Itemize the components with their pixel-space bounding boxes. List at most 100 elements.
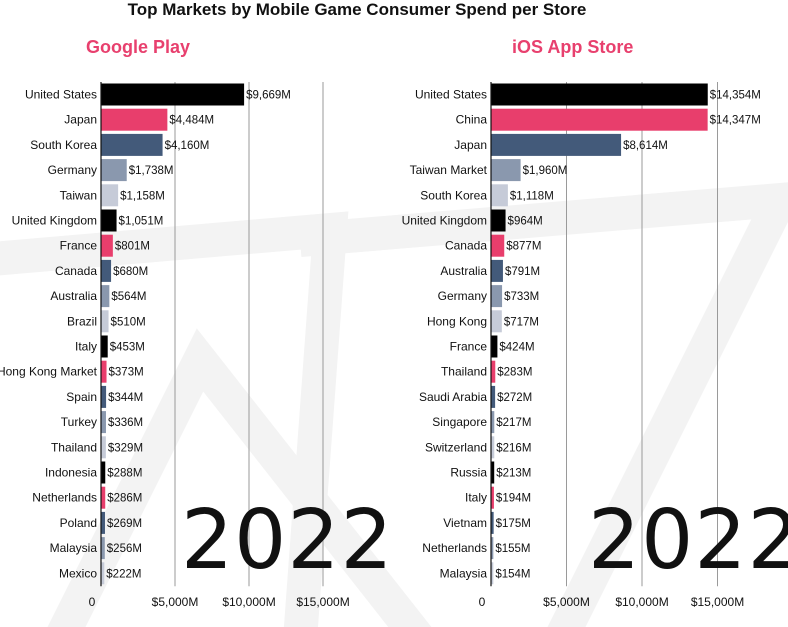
gp-value-label: $222M xyxy=(106,568,141,580)
ios-value-label: $155M xyxy=(495,543,530,555)
main-title: Top Markets by Mobile Game Consumer Spen… xyxy=(127,0,587,19)
gp-bar xyxy=(101,133,163,156)
ios-bar xyxy=(491,436,495,459)
ios-value-label: $217M xyxy=(496,417,531,429)
gp-value-label: $4,484M xyxy=(169,115,214,127)
ios-bar xyxy=(491,461,495,484)
ios-bar xyxy=(491,385,496,408)
gp-value-label: $1,051M xyxy=(119,216,164,228)
ios-category-label: United Kingdom xyxy=(402,214,487,228)
ios-bar xyxy=(491,511,494,534)
gp-category-label: Italy xyxy=(75,340,97,354)
gp-value-label: $564M xyxy=(111,291,146,303)
gp-category-label: Thailand xyxy=(51,440,97,454)
gp-bar xyxy=(101,310,109,333)
ios-x-tick-label: $5,000M xyxy=(543,595,590,609)
gp-bar xyxy=(101,486,106,509)
ios-bar xyxy=(491,537,494,560)
gp-category-label: United States xyxy=(25,88,97,102)
gp-bar xyxy=(101,259,112,282)
gp-category-label: Germany xyxy=(48,163,97,177)
ios-year-label: 2022 xyxy=(588,493,788,588)
ios-bar xyxy=(491,360,496,383)
gp-category-label: Taiwan xyxy=(60,188,97,202)
gp-bar xyxy=(101,436,106,459)
ios-bar xyxy=(491,411,495,434)
gp-category-label: Canada xyxy=(55,264,97,278)
gp-value-label: $4,160M xyxy=(165,140,210,152)
gp-category-label: Hong Kong Market xyxy=(0,365,98,379)
gp-bar xyxy=(101,184,119,207)
ios-bar xyxy=(491,133,622,156)
gp-category-label: Poland xyxy=(60,516,97,530)
ios-category-label: France xyxy=(450,340,488,354)
ios-category-label: Switzerland xyxy=(425,440,487,454)
ios-category-label: Germany xyxy=(438,289,487,303)
gp-value-label: $256M xyxy=(107,543,142,555)
ios-value-label: $213M xyxy=(496,468,531,480)
ios-category-label: Italy xyxy=(465,491,487,505)
gp-bar xyxy=(101,159,127,182)
ios-category-label: Canada xyxy=(445,239,487,253)
ios-value-label: $8,614M xyxy=(623,140,668,152)
ios-bar xyxy=(491,310,502,333)
ios-value-label: $175M xyxy=(496,518,531,530)
gp-value-label: $336M xyxy=(108,417,143,429)
ios-category-label: Singapore xyxy=(432,415,487,429)
ios-bar xyxy=(491,184,508,207)
gp-bar xyxy=(101,285,110,308)
ios-category-label: Russia xyxy=(450,466,487,480)
ios-value-label: $877M xyxy=(506,241,541,253)
ios-bar xyxy=(491,285,503,308)
gp-category-label: South Korea xyxy=(30,138,97,152)
ios-bar xyxy=(491,562,494,585)
gp-category-label: Japan xyxy=(64,113,97,127)
gp-category-label: Brazil xyxy=(67,314,97,328)
ios-x-tick-label: $10,000M xyxy=(615,595,668,609)
gp-bar xyxy=(101,537,105,560)
gp-category-label: Netherlands xyxy=(32,491,97,505)
gp-category-label: United Kingdom xyxy=(12,214,97,228)
gp-category-label: Indonesia xyxy=(45,466,97,480)
gp-bar xyxy=(101,234,113,257)
gp-bar xyxy=(101,411,106,434)
gp-category-label: Turkey xyxy=(61,415,97,429)
gp-bar xyxy=(101,360,107,383)
gp-value-label: $1,158M xyxy=(120,190,165,202)
gp-bar xyxy=(101,83,245,106)
ios-bar xyxy=(491,83,708,106)
ios-value-label: $1,960M xyxy=(523,165,568,177)
ios-bar xyxy=(491,209,506,232)
ios-x-tick-label: $15,000M xyxy=(691,595,744,609)
gp-value-label: $801M xyxy=(115,241,150,253)
ios-value-label: $964M xyxy=(508,216,543,228)
gp-x-tick-label: $10,000M xyxy=(222,595,275,609)
gp-bar xyxy=(101,461,106,484)
gp-value-label: $9,669M xyxy=(246,90,291,102)
gp-value-label: $288M xyxy=(107,468,142,480)
gp-value-label: $510M xyxy=(111,316,146,328)
gp-category-label: Australia xyxy=(50,289,97,303)
gp-value-label: $1,738M xyxy=(129,165,174,177)
ios-category-label: China xyxy=(456,113,488,127)
ios-category-label: Japan xyxy=(454,138,487,152)
ios-value-label: $424M xyxy=(499,342,534,354)
gp-x-tick-label: $5,000M xyxy=(152,595,199,609)
ios-bar xyxy=(491,159,521,182)
gp-bar xyxy=(101,385,107,408)
gp-value-label: $329M xyxy=(108,442,143,454)
ios-x-tick-label: 0 xyxy=(479,595,486,609)
gp-bar xyxy=(101,335,108,358)
gp-category-label: Spain xyxy=(66,390,97,404)
ios-category-label: Vietnam xyxy=(443,516,487,530)
gp-value-label: $680M xyxy=(113,266,148,278)
ios-value-label: $272M xyxy=(497,392,532,404)
ios-value-label: $194M xyxy=(496,493,531,505)
ios-value-label: $717M xyxy=(504,316,539,328)
ios-bar xyxy=(491,108,708,131)
ios-value-label: $154M xyxy=(495,568,530,580)
ios-category-label: United States xyxy=(415,88,487,102)
gp-category-label: Malaysia xyxy=(50,541,98,555)
